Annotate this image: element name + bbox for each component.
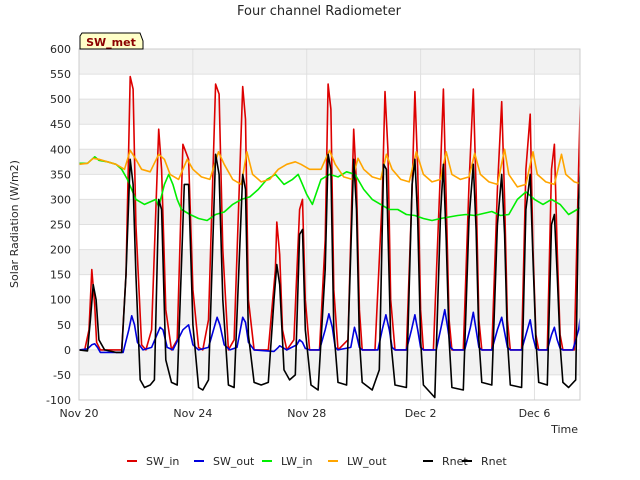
y-tick-label: 400	[50, 143, 71, 156]
x-tick-label: Nov 28	[287, 407, 326, 420]
x-axis-title: Time	[550, 423, 578, 436]
plot-band	[79, 299, 580, 325]
legend-label: LW_in	[281, 455, 313, 468]
series-line-sw-out	[79, 308, 580, 354]
plot-band	[79, 49, 580, 75]
y-tick-label: 250	[50, 219, 71, 232]
y-tick-label: -50	[53, 369, 71, 382]
legend-label: SW_out	[213, 455, 255, 468]
x-axis: Nov 20 Nov 24 Nov 28 Dec 2 Dec 6	[60, 407, 551, 420]
legend-label: LW_out	[347, 455, 387, 468]
series-line-lw-in	[79, 156, 580, 222]
y-tick-label: 50	[57, 319, 71, 332]
series-group	[79, 75, 580, 399]
plot-band	[79, 349, 580, 375]
plot-band	[79, 274, 580, 300]
sw-met-badge: SW_met	[79, 32, 144, 50]
legend-label: Rnet	[442, 455, 468, 468]
y-tick-label: 350	[50, 168, 71, 181]
badge-label: SW_met	[86, 36, 136, 49]
y-tick-label: 0	[64, 344, 71, 357]
series-line-rnet	[79, 153, 580, 399]
x-tick-label: Dec 6	[519, 407, 551, 420]
y-tick-label: 450	[50, 118, 71, 131]
legend: SW_in SW_out LW_in LW_out Rnet Rnet	[127, 455, 507, 468]
legend-label: Rnet	[481, 455, 507, 468]
x-tick-label: Dec 2	[405, 407, 437, 420]
x-tick-label: Nov 20	[60, 407, 99, 420]
plot-frame	[78, 48, 581, 401]
y-axis-title: Solar Radiation (W/m2)	[8, 160, 21, 288]
y-tick-label: 100	[50, 294, 71, 307]
series-line-lw-out	[79, 148, 580, 188]
plot-band	[79, 374, 580, 400]
y-tick-label: 600	[50, 43, 71, 56]
y-tick-label: 500	[50, 93, 71, 106]
chart-title: Four channel Radiometer	[237, 4, 402, 19]
x-tick-label: Nov 24	[173, 407, 212, 420]
y-tick-label: -100	[46, 394, 71, 407]
plot-band	[79, 124, 580, 150]
y-tick-label: 550	[50, 68, 71, 81]
y-tick-label: 300	[50, 193, 71, 206]
y-axis: -100 -50 0 50 100 150 200 250 300 350 400 450 500 550…	[46, 43, 71, 407]
y-tick-label: 150	[50, 269, 71, 282]
y-tick-label: 200	[50, 244, 71, 257]
legend-label: SW_in	[146, 455, 179, 468]
